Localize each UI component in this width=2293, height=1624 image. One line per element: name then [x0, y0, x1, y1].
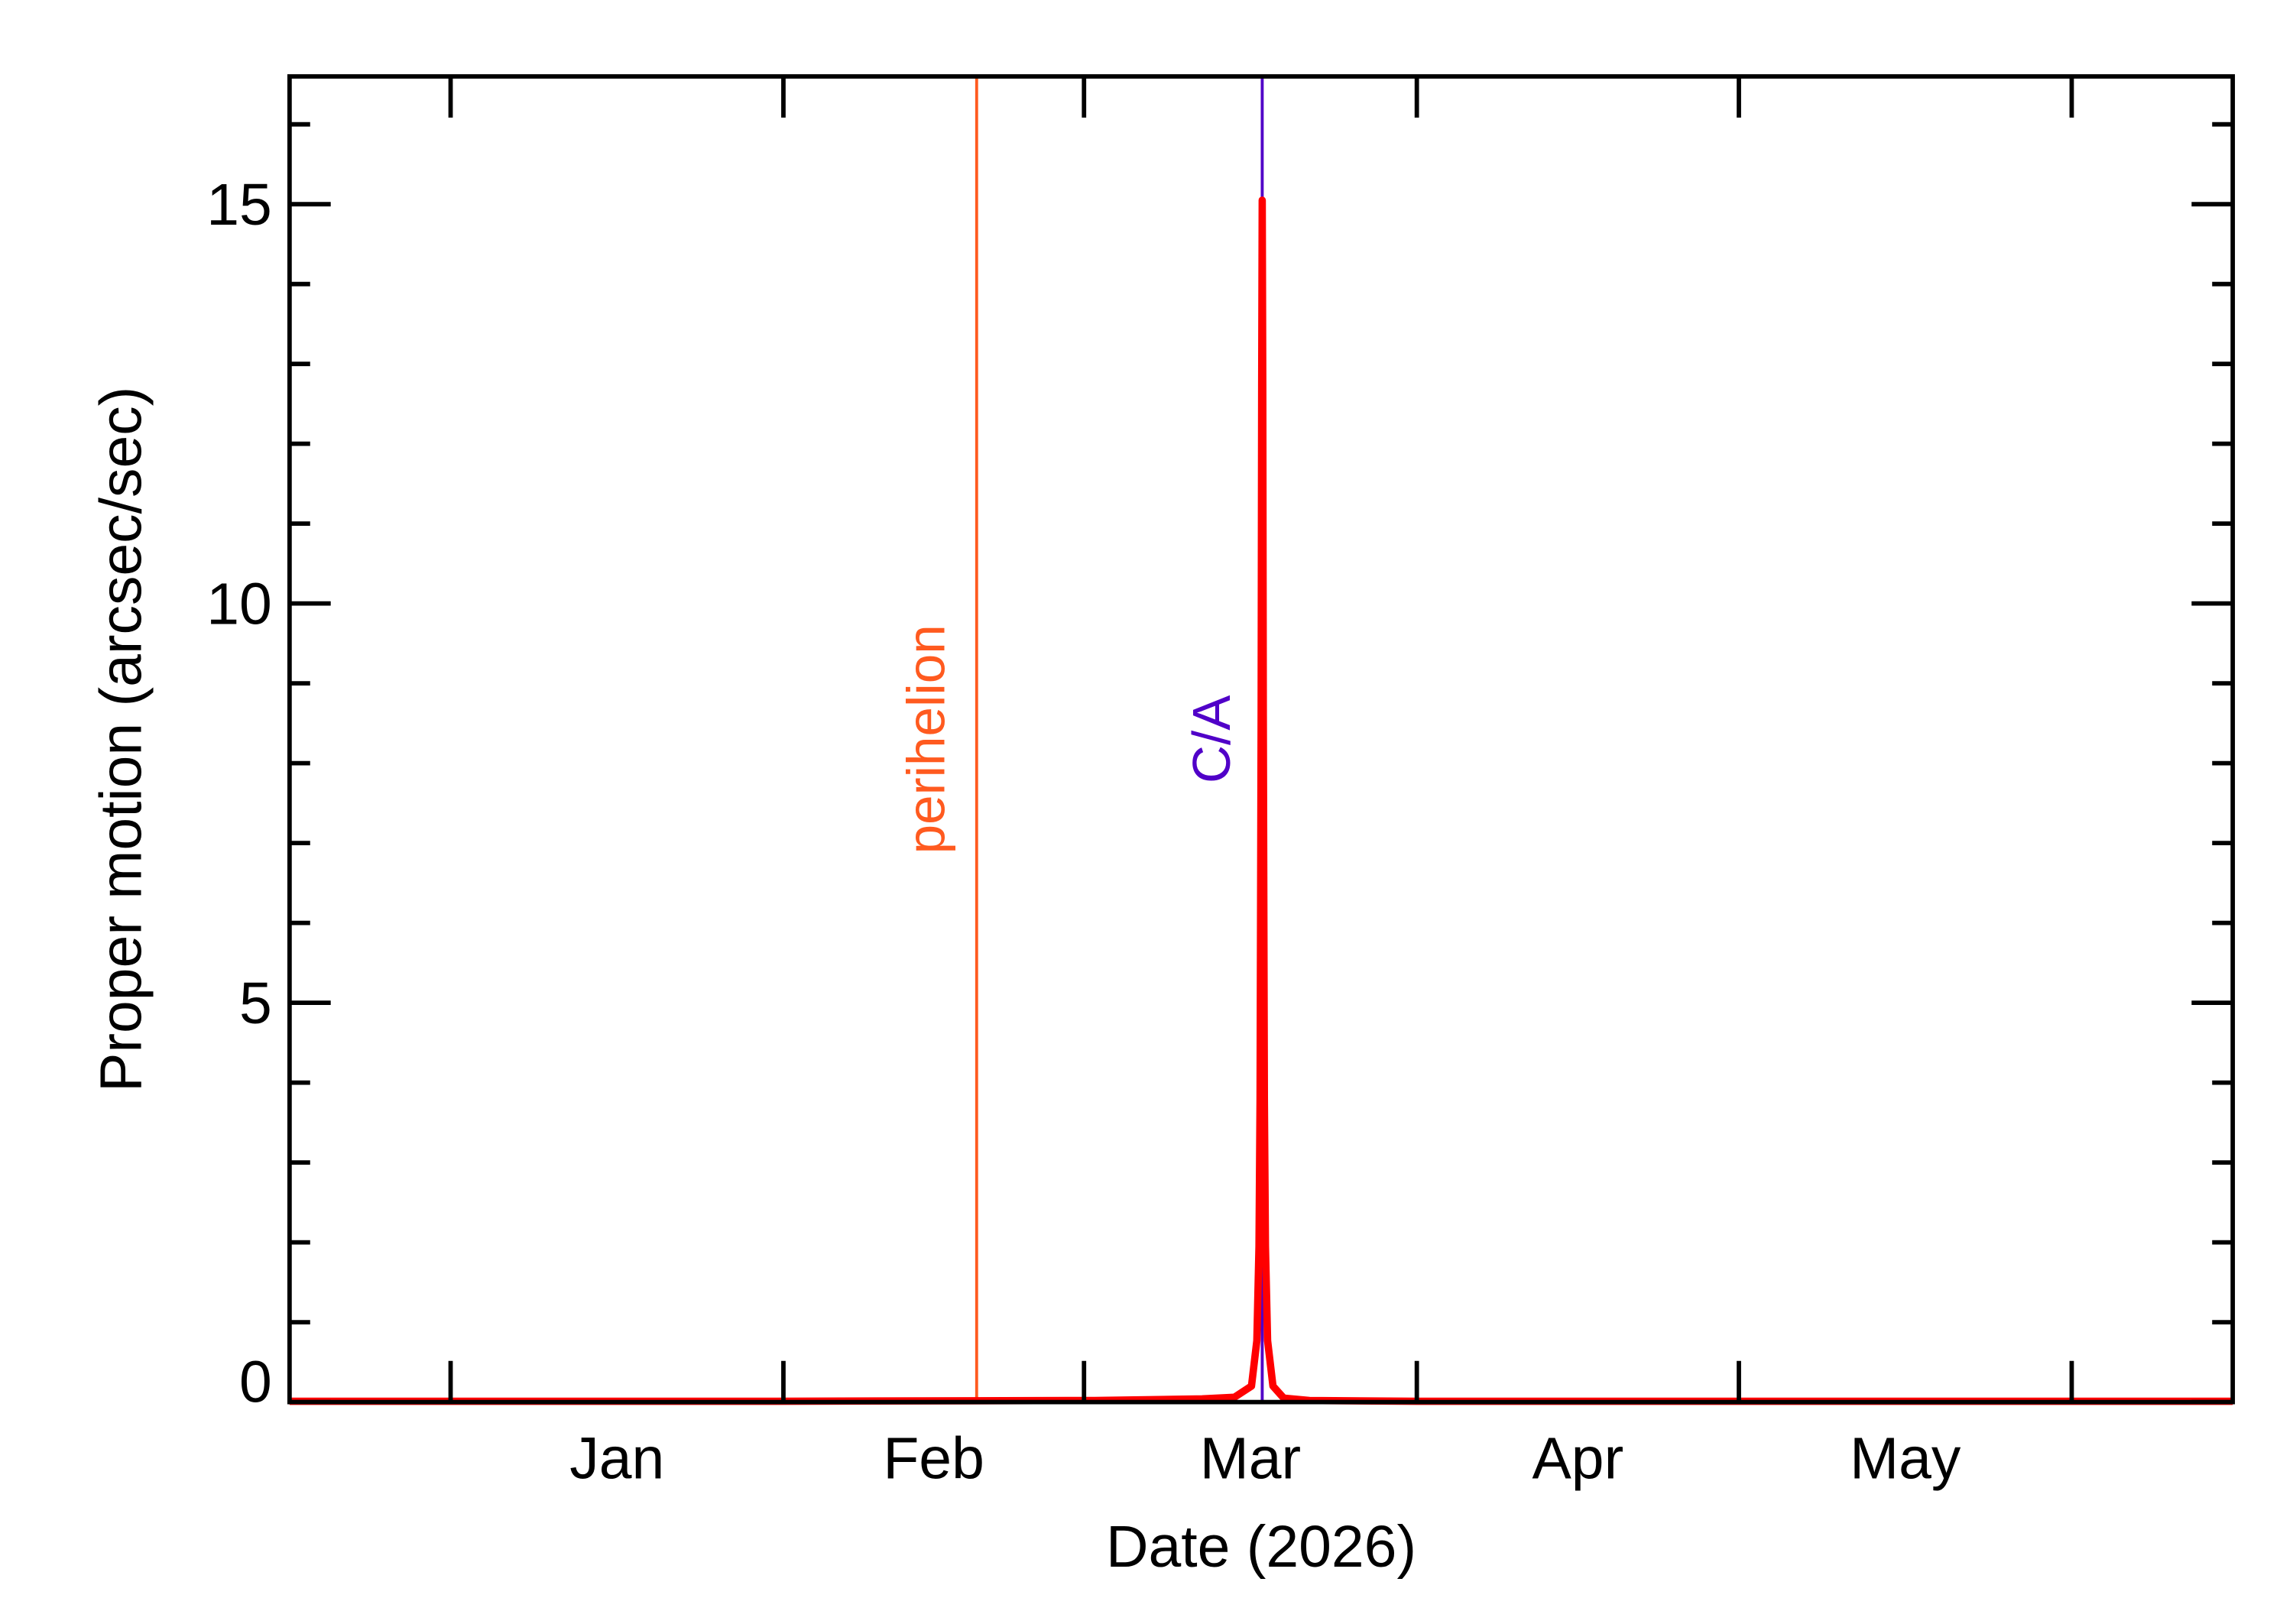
- y-axis-label: Proper motion (arcsec/sec): [89, 387, 154, 1092]
- plot-frame: [287, 74, 2236, 1405]
- y-tick-label: 10: [206, 572, 272, 637]
- x-tick-label: May: [1850, 1426, 1961, 1492]
- x-axis-label: Date (2026): [1106, 1514, 1416, 1580]
- x-tick-label: Jan: [569, 1426, 664, 1492]
- x-tick-label: Mar: [1200, 1426, 1301, 1492]
- marker-label: C/A: [1182, 695, 1241, 783]
- x-tick-label: Apr: [1532, 1426, 1624, 1492]
- y-tick-label: 15: [206, 172, 272, 238]
- data-line: [289, 196, 2233, 1405]
- x-tick-label: Feb: [883, 1426, 984, 1492]
- y-tick-label: 5: [239, 971, 272, 1036]
- marker-label: perihelion: [896, 624, 955, 854]
- y-tick-label: 0: [239, 1350, 272, 1415]
